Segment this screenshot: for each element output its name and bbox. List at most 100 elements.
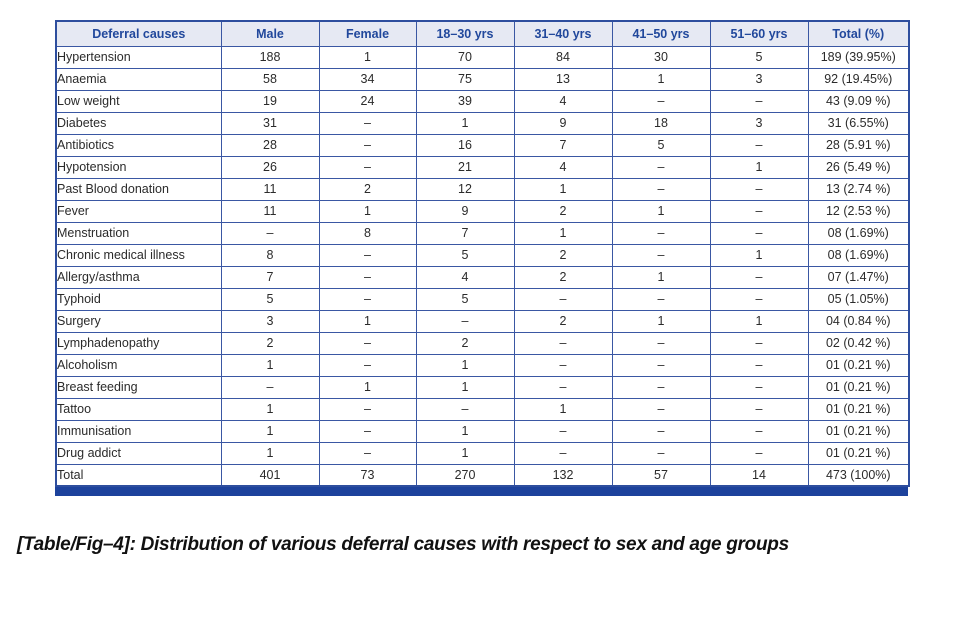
cell: 7	[513, 133, 613, 157]
cell: –	[709, 419, 809, 443]
table-row: Fever 11 1 9 2 1–12 (2.53 %)	[55, 199, 910, 223]
cell: 1	[415, 419, 515, 443]
cell: 12	[415, 177, 515, 201]
figure-caption: [Table/Fig–4]: Distribution of various d…	[17, 534, 789, 555]
cell: 2	[513, 243, 613, 267]
cell: 28 (5.91 %)	[807, 133, 910, 157]
cell: 24	[318, 89, 417, 113]
cell: 31 (6.55%)	[807, 111, 910, 135]
cell: –	[318, 397, 417, 421]
cell: 13 (2.74 %)	[807, 177, 910, 201]
cell: 4	[513, 89, 613, 113]
cell: –	[611, 441, 711, 465]
cell: 1	[415, 375, 515, 399]
cell: 01 (0.21 %)	[807, 375, 910, 399]
cell: 21	[415, 155, 515, 179]
column-header: 41–50 yrs	[611, 20, 711, 47]
cell: 3	[709, 67, 809, 91]
cell: 2	[513, 309, 613, 333]
cell: 2	[415, 331, 515, 355]
cell: –	[318, 331, 417, 355]
cell: 8	[318, 221, 417, 245]
cell: 1	[318, 199, 417, 223]
cell: –	[318, 353, 417, 377]
table-row: Anaemia 58 34 75 13 1 3 92 (19.45%)	[55, 67, 910, 91]
row-label: Typhoid	[55, 287, 222, 311]
row-label: Fever	[55, 199, 222, 223]
cell: 84	[513, 45, 613, 69]
table-row: Immunisation 1–1– – –01 (0.21 %)	[55, 419, 910, 443]
cell: 1	[611, 309, 711, 333]
cell: –	[513, 287, 613, 311]
cell: 11	[220, 177, 320, 201]
cell: –	[709, 199, 809, 223]
table-row: Antibiotics 28–16 7 5–28 (5.91 %)	[55, 133, 910, 157]
cell: 1	[415, 441, 515, 465]
cell: –	[611, 375, 711, 399]
cell: 16	[415, 133, 515, 157]
cell: 2	[513, 199, 613, 223]
cell: –	[611, 155, 711, 179]
cell: 1	[513, 221, 613, 245]
cell: 132	[513, 463, 613, 487]
row-label: Surgery	[55, 309, 222, 333]
cell: 3	[220, 309, 320, 333]
cell: –	[513, 331, 613, 355]
column-header: 31–40 yrs	[513, 20, 613, 47]
cell: 04 (0.84 %)	[807, 309, 910, 333]
cell: 1	[709, 309, 809, 333]
cell: 1	[220, 353, 320, 377]
cell: 58	[220, 67, 320, 91]
cell: 12 (2.53 %)	[807, 199, 910, 223]
row-label: Drug addict	[55, 441, 222, 465]
row-label: Alcoholism	[55, 353, 222, 377]
cell: 26	[220, 155, 320, 179]
cell: –	[709, 265, 809, 289]
column-header: Total (%)	[807, 20, 910, 47]
cell: –	[415, 397, 515, 421]
row-label: Allergy/asthma	[55, 265, 222, 289]
cell: –	[611, 419, 711, 443]
cell: –	[709, 441, 809, 465]
cell: 7	[220, 265, 320, 289]
deferral-causes-table: Deferral causes Male Female 18–30 yrs 31–40 …	[55, 20, 910, 487]
cell: 2	[318, 177, 417, 201]
cell: –	[318, 133, 417, 157]
cell: –	[513, 419, 613, 443]
cell: 57	[611, 463, 711, 487]
cell: –	[611, 221, 711, 245]
row-label: Low weight	[55, 89, 222, 113]
table-row: Hypotension 26–21 4–1 26 (5.49 %)	[55, 155, 910, 179]
cell: 5	[220, 287, 320, 311]
table-bottom-bar	[55, 487, 908, 496]
cell: –	[220, 221, 320, 245]
cell: 270	[415, 463, 515, 487]
cell: 9	[513, 111, 613, 135]
cell: 1	[415, 111, 515, 135]
cell: 1	[318, 375, 417, 399]
cell: 5	[709, 45, 809, 69]
row-label: Tattoo	[55, 397, 222, 421]
cell: 9	[415, 199, 515, 223]
table-row: Typhoid 5–5– – –05 (1.05%)	[55, 287, 910, 311]
cell: 01 (0.21 %)	[807, 441, 910, 465]
cell: –	[611, 287, 711, 311]
deferral-table-container: Deferral causes Male Female 18–30 yrs 31–40 …	[55, 20, 910, 496]
cell: 2	[220, 331, 320, 355]
cell: 14	[709, 463, 809, 487]
cell: 28	[220, 133, 320, 157]
row-label: Breast feeding	[55, 375, 222, 399]
cell: 70	[415, 45, 515, 69]
cell: –	[513, 353, 613, 377]
cell: 75	[415, 67, 515, 91]
cell: 31	[220, 111, 320, 135]
cell: –	[513, 441, 613, 465]
cell: 01 (0.21 %)	[807, 353, 910, 377]
cell: 1	[220, 419, 320, 443]
cell: –	[611, 353, 711, 377]
cell: 39	[415, 89, 515, 113]
cell: 189 (39.95%)	[807, 45, 910, 69]
cell: 18	[611, 111, 711, 135]
row-label: Immunisation	[55, 419, 222, 443]
